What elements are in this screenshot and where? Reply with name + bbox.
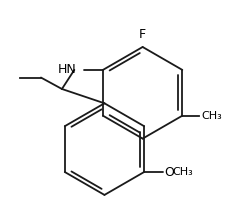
Text: F: F: [138, 28, 146, 41]
Text: CH₃: CH₃: [172, 167, 193, 177]
Text: HN: HN: [57, 63, 76, 76]
Text: CH₃: CH₃: [200, 111, 221, 121]
Text: O: O: [163, 166, 173, 178]
